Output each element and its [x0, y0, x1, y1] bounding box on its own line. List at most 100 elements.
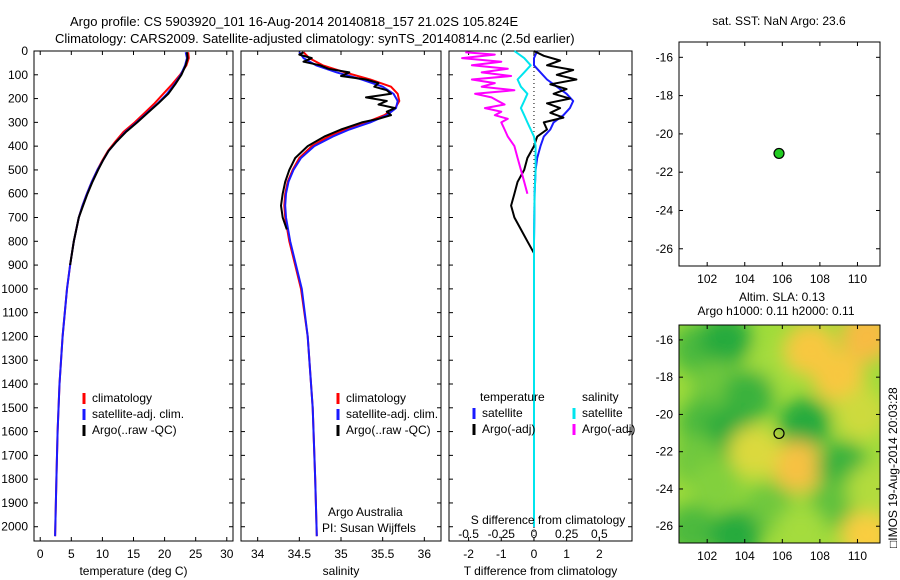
y-tick-label: 1600 [1, 425, 28, 439]
difference-series-line [533, 50, 575, 527]
x-tick-label: 106 [772, 272, 792, 286]
temperature-series-line [54, 51, 188, 537]
heatmap-cell [699, 325, 752, 366]
heatmap-cell [778, 397, 831, 450]
x-tick-label: -1 [496, 547, 507, 561]
x-axis-label: salinity [323, 564, 360, 578]
difference-legend-heading: salinity [582, 390, 619, 404]
x-tick-label: 110 [848, 272, 867, 286]
heatmap-cell [840, 509, 880, 543]
x-tick-label: 110 [848, 549, 867, 563]
x-tick-label: 15 [127, 547, 141, 561]
heatmap-cell [812, 351, 865, 404]
top-tick-label: 0 [531, 527, 538, 541]
difference-panel: -2 -1 0 1 2 T difference from climatology S di… [448, 50, 635, 578]
y-tick-label: 500 [8, 163, 28, 177]
x-tick-label: 5 [68, 547, 75, 561]
top-tick-label: -0.25 [488, 527, 516, 541]
x-tick-label: -2 [463, 547, 474, 561]
y-tick-label: -16 [656, 333, 674, 347]
x-tick-label: 104 [735, 272, 755, 286]
x-axis-label: temperature (deg C) [79, 564, 187, 578]
sla-map-panel: 102 104 106 108 110 -16 -18 -20 -22 -24 -26 Altim. … [656, 290, 900, 563]
salinity-legend-label: satellite-adj. clim. [346, 407, 438, 421]
heatmap-cell [846, 462, 880, 515]
y-tick-label: -20 [656, 407, 674, 421]
heatmap-cell [690, 459, 743, 512]
y-tick-label: 0 [21, 44, 28, 58]
y-tick-label: 900 [8, 258, 28, 272]
y-tick-label: -22 [656, 165, 674, 179]
heatmap-blobs [679, 325, 880, 543]
top-tick-label: -0.5 [458, 527, 479, 541]
heatmap-cell [709, 509, 762, 543]
difference-legend-label: satellite [482, 406, 523, 420]
y-tick-label: -24 [656, 482, 674, 496]
y-tick-label: 300 [8, 115, 28, 129]
x-tick-label: 10 [96, 547, 110, 561]
plot-frame [448, 50, 633, 542]
temperature-legend-label: climatology [92, 391, 152, 405]
y-tick-label: 200 [8, 92, 28, 106]
x-tick-label: 0 [37, 547, 44, 561]
y-tick-label: -18 [656, 370, 674, 384]
annotation-line-2: PI: Susan Wijffels [322, 521, 416, 535]
x-tick-label: 2 [596, 547, 603, 561]
salinity-series-line [280, 51, 397, 230]
y-tick-label: 700 [8, 211, 28, 225]
salinity-legend-label: climatology [346, 391, 406, 405]
x-tick-label: 1 [563, 547, 570, 561]
heatmap-cell [775, 505, 828, 543]
temperature-panel: 0100200300400500600700800900100011001200… [1, 44, 233, 578]
y-tick-label: 1000 [1, 282, 28, 296]
x-tick-label: 102 [697, 272, 717, 286]
sla-map-title-1: Altim. SLA: 0.13 [739, 290, 825, 304]
sla-map-title-2: Argo h1000: 0.11 h2000: 0.11 [697, 304, 854, 318]
y-tick-label: 1100 [2, 306, 28, 320]
y-tick-label: -24 [656, 203, 674, 217]
y-tick-label: -18 [656, 89, 674, 103]
salinity-legend-label: Argo(..raw -QC) [346, 423, 431, 437]
map-frame [678, 41, 881, 267]
difference-legend-label: Argo(-adj) [582, 422, 635, 436]
x-tick-label: 102 [697, 549, 717, 563]
heatmap-cell [728, 425, 781, 478]
heatmap-cell [835, 388, 880, 441]
x-tick-label: 35.5 [371, 547, 395, 561]
x-tick-label: 108 [810, 272, 830, 286]
float-location-marker [773, 147, 785, 160]
plot-frame [240, 50, 442, 542]
y-tick-label: -16 [656, 50, 674, 64]
difference-legend-label: Argo(-adj) [482, 422, 535, 436]
salinity-panel: 34 34.5 35 35.5 36 salinity climatology satelli… [240, 50, 442, 578]
x-tick-label: 108 [810, 549, 830, 563]
top-axis-label: S difference from climatology [471, 513, 626, 527]
temperature-legend-label: Argo(..raw -QC) [92, 423, 177, 437]
x-tick-label: 34.5 [288, 547, 312, 561]
y-tick-label: 2000 [1, 520, 28, 534]
sst-map-title: sat. SST: NaN Argo: 23.6 [712, 14, 846, 28]
y-tick-label: 1800 [1, 472, 28, 486]
header-line-2: Climatology: CARS2009. Satellite-adjuste… [55, 31, 575, 46]
y-tick-label: 1400 [1, 377, 28, 391]
y-tick-label: 600 [8, 187, 28, 201]
x-tick-label: 106 [772, 549, 792, 563]
difference-series-line [510, 50, 578, 254]
y-tick-label: 1900 [1, 496, 28, 510]
float-location-marker [773, 427, 785, 440]
y-tick-label: 1500 [1, 401, 28, 415]
heatmap-cell [771, 440, 824, 493]
y-tick-label: 1200 [1, 329, 28, 343]
difference-legend-heading: temperature [480, 390, 545, 404]
y-tick-label: 1700 [1, 448, 28, 462]
top-tick-label: 0.25 [555, 527, 579, 541]
difference-series-line [513, 50, 537, 527]
heatmap-field [679, 325, 880, 543]
y-tick-label: -26 [656, 242, 674, 256]
y-tick-label: -20 [656, 127, 674, 141]
x-tick-label: 25 [189, 547, 203, 561]
x-tick-label: 20 [158, 547, 172, 561]
x-axis-label: T difference from climatology [464, 564, 618, 578]
x-tick-label: 36 [418, 547, 432, 561]
